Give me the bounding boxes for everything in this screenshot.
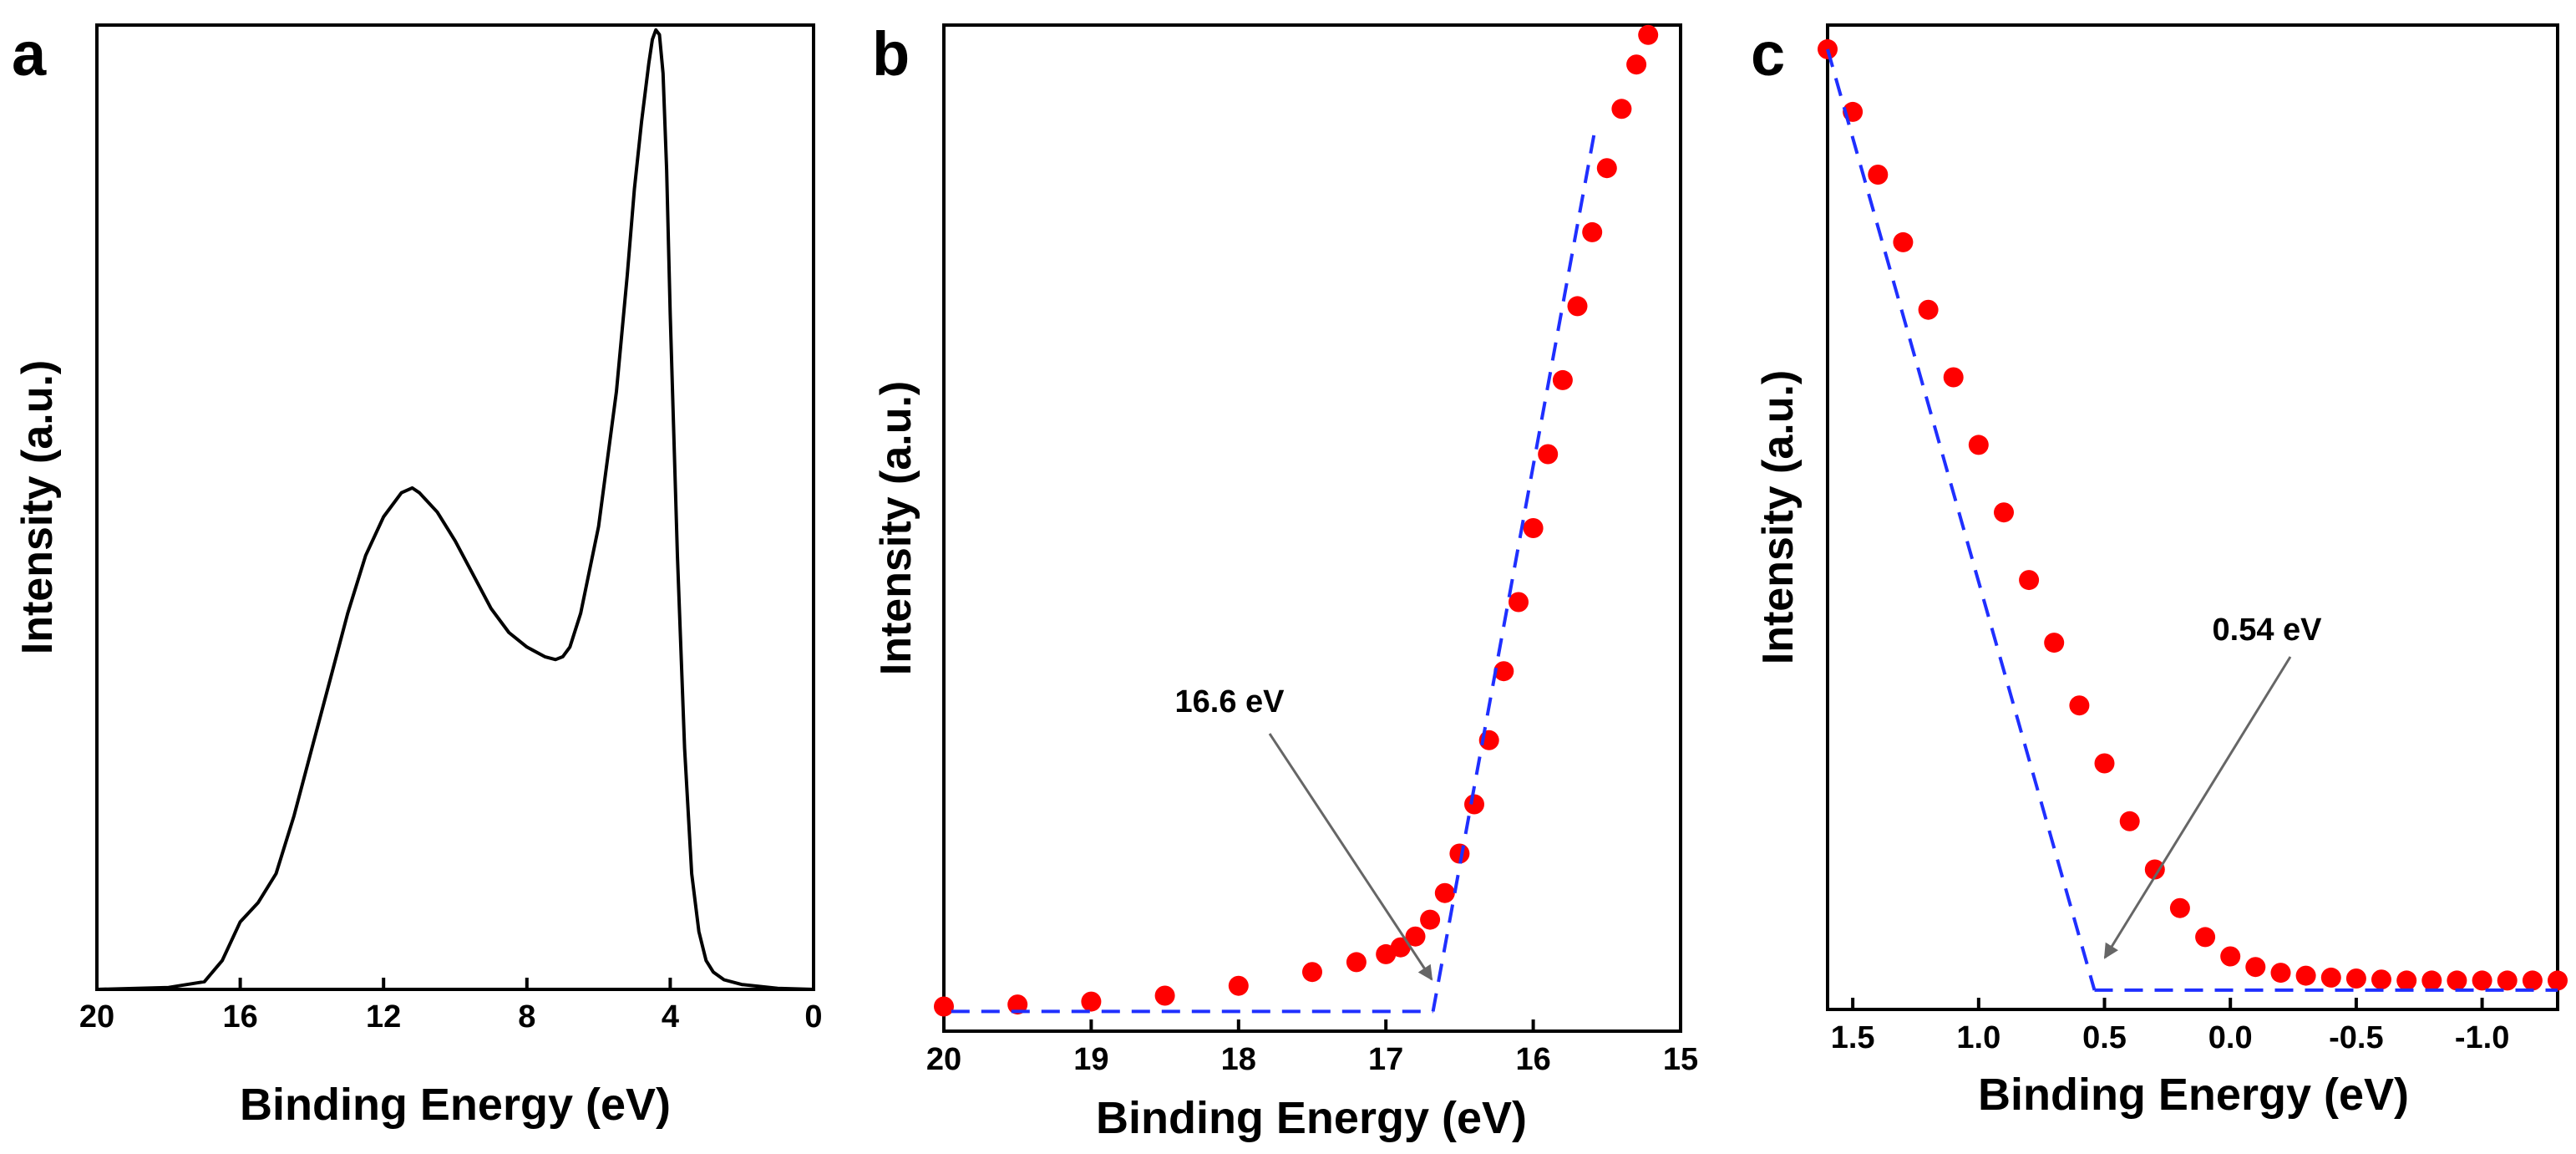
panel-b-data-point — [1302, 962, 1322, 983]
panel-b-data-point — [1638, 24, 1659, 45]
panel-c-letter: c — [1751, 19, 1785, 89]
panel-c-annotation-arrow — [2103, 656, 2292, 959]
panel-a-tick-label: 4 — [662, 999, 679, 1035]
panel-b-frame — [942, 23, 1682, 1033]
panel-b-data-point — [1582, 221, 1603, 242]
panel-c-series — [1818, 38, 2568, 992]
panel-a-letter: a — [12, 19, 47, 89]
panel-c-tick-label: -1.0 — [2455, 1020, 2509, 1055]
panel-a-ylabel: Intensity (a.u.) — [13, 360, 62, 654]
panel-c-tick-label: 0.5 — [2082, 1020, 2127, 1055]
panel-c-tick-label: -0.5 — [2329, 1020, 2383, 1055]
panel-b-ticks: 20 19 18 17 16 15 — [926, 1019, 1698, 1077]
panel-b-data-point — [1081, 991, 1102, 1012]
panel-c-data-point — [2220, 946, 2241, 967]
panel-c: 1.5 1.0 0.5 0.0 -0.5 -1.0 0.54 eV Intensity (… — [1754, 23, 2568, 1120]
panel-b-data-point — [1509, 592, 1529, 613]
panel-c-data-point — [2472, 970, 2492, 991]
panel-b-annotation-label: 16.6 eV — [1175, 684, 1285, 719]
panel-c-data-point — [1943, 367, 1964, 388]
panel-c-data-point — [2069, 695, 2090, 716]
panel-c-tick-label: 0.0 — [2208, 1020, 2253, 1055]
panel-b-data-point — [1523, 518, 1544, 538]
panel-a-tick-label: 20 — [79, 999, 114, 1035]
panel-c-data-point — [2421, 970, 2442, 991]
panel-b-xlabel: Binding Energy (eV) — [1096, 1093, 1527, 1143]
panel-c-data-point — [2522, 970, 2543, 991]
panel-c-data-point — [2169, 897, 2190, 918]
panel-b-tick-label: 18 — [1221, 1042, 1256, 1077]
panel-c-data-point — [2019, 570, 2040, 591]
panel-a-tick-label: 0 — [804, 999, 822, 1035]
panel-b-tick-label: 17 — [1368, 1042, 1403, 1077]
panel-c-ylabel: Intensity (a.u.) — [1754, 370, 1803, 664]
panel-c-data-point — [2094, 753, 2115, 774]
panel-b-data-point — [1154, 985, 1175, 1006]
panel-c-data-point — [2371, 969, 2391, 990]
panel-b-data-point — [1538, 444, 1559, 465]
panel-c-ticks: 1.5 1.0 0.5 0.0 -0.5 -1.0 — [1831, 998, 2509, 1055]
panel-a-series — [96, 28, 814, 991]
panel-a-frame — [95, 23, 815, 991]
panel-a-spectrum-line — [96, 28, 814, 991]
panel-b-data-point — [1405, 926, 1426, 947]
panel-b-tick-label: 20 — [926, 1042, 961, 1077]
panel-c-data-point — [2396, 970, 2417, 991]
panel-c-data-point — [1893, 231, 1914, 252]
panel-c-annotation-label: 0.54 eV — [2213, 613, 2323, 648]
panel-c-data-point — [1968, 435, 1989, 455]
panel-b-data-point — [1346, 952, 1367, 973]
panel-c-data-point — [1868, 165, 1889, 185]
panel-b-ylabel: Intensity (a.u.) — [872, 381, 920, 675]
panel-b-data-point — [1390, 937, 1411, 958]
panel-b-letter: b — [872, 19, 910, 89]
panel-c-data-point — [2119, 811, 2140, 831]
panel-c-data-point — [2245, 957, 2266, 978]
panel-b: 20 19 18 17 16 15 16.6 eV Intensity (a.u.) Bi… — [872, 23, 1698, 1143]
panel-c-data-point — [2195, 927, 2216, 948]
panel-c-data-point — [2295, 965, 2316, 986]
panel-b-data-point — [1626, 54, 1647, 75]
panel-b-series — [934, 24, 1659, 1017]
panel-b-tick-label: 19 — [1073, 1042, 1108, 1077]
panel-c-fit-line — [1826, 48, 2097, 991]
panel-a-tick-label: 8 — [518, 999, 535, 1035]
panel-c-data-point — [2144, 859, 2165, 880]
panel-b-data-point — [1228, 975, 1249, 996]
panel-b-data-point — [1007, 994, 1028, 1015]
panel-c-data-point — [2548, 970, 2568, 991]
panel-c-data-point — [2345, 968, 2366, 989]
panel-c-frame — [1826, 23, 2559, 1011]
panel-c-data-point — [2497, 970, 2518, 991]
panel-c-xlabel: Binding Energy (eV) — [1978, 1070, 2409, 1120]
panel-c-data-point — [2044, 633, 2065, 653]
panel-b-data-point — [1434, 882, 1455, 903]
panel-b-tick-label: 15 — [1663, 1042, 1698, 1077]
panel-b-annotation-arrow — [1268, 733, 1433, 981]
panel-a-tick-label: 12 — [366, 999, 401, 1035]
panel-b-data-point — [1567, 296, 1588, 317]
panel-b-data-point — [1420, 909, 1441, 930]
panel-b-fit-line — [1431, 128, 1597, 1012]
panel-b-data-point — [934, 996, 954, 1017]
panel-b-data-point — [1552, 369, 1573, 390]
panel-a-xlabel: Binding Energy (eV) — [240, 1080, 671, 1130]
panel-c-data-point — [2320, 967, 2341, 988]
panel-a: 20 16 12 8 4 0 Intensity (a.u.) Binding Energ… — [13, 23, 823, 1130]
panel-b-data-point — [1596, 158, 1617, 179]
panel-b-tick-label: 16 — [1515, 1042, 1550, 1077]
panel-c-tick-label: 1.5 — [1831, 1020, 1875, 1055]
panel-c-data-point — [2447, 970, 2467, 991]
panel-c-data-point — [1918, 299, 1939, 320]
panel-c-tick-label: 1.0 — [1956, 1020, 2000, 1055]
panel-b-data-point — [1611, 99, 1632, 119]
panel-b-data-point — [1493, 661, 1514, 682]
panel-a-tick-label: 16 — [222, 999, 257, 1035]
panel-a-ticks: 20 16 12 8 4 0 — [79, 978, 823, 1035]
panel-b-data-point — [1464, 794, 1484, 815]
panel-c-data-point — [2270, 963, 2291, 984]
panel-c-data-point — [1994, 502, 2014, 523]
